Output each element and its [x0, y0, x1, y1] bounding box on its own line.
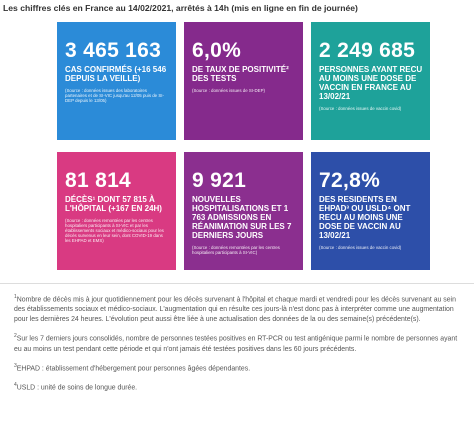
stat-label: NOUVELLES HOSPITALISATIONS ET 1 763 ADMI…	[192, 195, 292, 240]
title: Les chiffres clés en France au 14/02/202…	[3, 3, 358, 13]
separator	[0, 283, 474, 284]
footnote-marker: 4	[14, 381, 17, 388]
footnote-text: Nombre de décès mis à jour quotidienneme…	[14, 296, 456, 324]
stat-tile: 9 921 NOUVELLES HOSPITALISATIONS ET 1 763…	[184, 152, 303, 270]
stat-source: (Source : données issues de vaccin covid…	[319, 106, 402, 111]
footnote: 2Sur les 7 derniers jours consolidés, no…	[14, 331, 466, 354]
footnote-text: Sur les 7 derniers jours consolidés, nom…	[14, 335, 458, 353]
stat-source: (Source : données issues des laboratoire…	[65, 88, 164, 103]
stat-source: (Source : données issues de SI-DEP)	[192, 88, 265, 93]
footnote: 4USLD : unité de soins de longue durée.	[14, 380, 466, 393]
stat-source: (Source : données remontées par les cent…	[192, 245, 280, 255]
stat-figure: 9 921	[192, 169, 247, 192]
stat-tile: 2 249 685 PERSONNES AYANT RECU AU MOINS U…	[311, 22, 430, 140]
stat-figure: 2 249 685	[319, 39, 416, 62]
footnote-text: EHPAD : établissement d'hébergement pour…	[16, 364, 251, 372]
stat-tile: 3 465 163 CAS CONFIRMÉS (+16 546 DEPUIS L…	[57, 22, 176, 140]
stat-source: (Source : données remontées par les cent…	[65, 218, 164, 243]
stat-tile: 72,8% DES RESIDENTS EN EHPAD³ OU USLD⁴ ON…	[311, 152, 430, 270]
footnote-marker: 2	[14, 333, 17, 340]
stat-label: CAS CONFIRMÉS (+16 546 DEPUIS LA VEILLE)	[65, 65, 167, 83]
stat-label: PERSONNES AYANT RECU AU MOINS UNE DOSE D…	[319, 65, 423, 101]
footnotes: 1Nombre de décès mis à jour quotidiennem…	[14, 292, 466, 399]
stat-label: DÉCÈS¹ DONT 57 815 À L'HÔPITAL (+167 EN …	[65, 195, 162, 213]
footnote-text: USLD : unité de soins de longue durée.	[16, 384, 138, 392]
stat-label: DE TAUX DE POSITIVITÉ² DES TESTS	[192, 65, 289, 83]
footnote-marker: 1	[14, 294, 17, 300]
stat-tile: 6,0% DE TAUX DE POSITIVITÉ² DES TESTS (Sou…	[184, 22, 303, 140]
stat-label: DES RESIDENTS EN EHPAD³ OU USLD⁴ ONT REC…	[319, 195, 411, 240]
stat-figure: 6,0%	[192, 39, 242, 62]
stat-source: (Source : données issues de vaccin covid…	[319, 245, 402, 250]
stat-figure: 3 465 163	[65, 39, 162, 62]
stat-figure: 72,8%	[319, 169, 381, 192]
stat-tile: 81 814 DÉCÈS¹ DONT 57 815 À L'HÔPITAL (+1…	[57, 152, 176, 270]
stat-figure: 81 814	[65, 169, 132, 192]
footnote: 3EHPAD : établissement d'hébergement pou…	[14, 361, 466, 374]
footnote-marker: 3	[14, 362, 17, 369]
footnote: 1Nombre de décès mis à jour quotidiennem…	[14, 292, 466, 325]
